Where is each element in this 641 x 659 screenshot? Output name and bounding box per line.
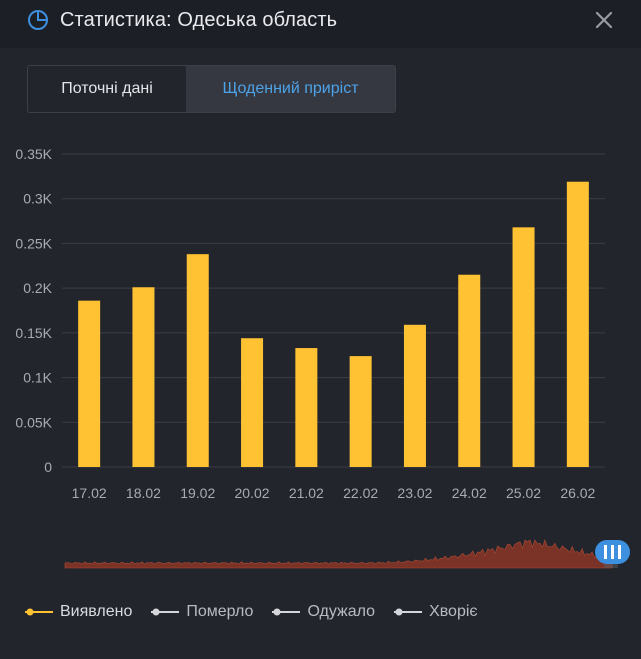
y-tick-label: 0.3K [23,191,52,207]
bar-24.02[interactable] [458,274,481,467]
panel-header: Статистика: Одеська область [0,0,641,48]
x-tick-label: 18.02 [126,485,161,501]
close-icon[interactable] [594,10,614,30]
bar-22.02[interactable] [349,356,372,467]
x-tick-label: 21.02 [289,485,324,501]
legend-line-marker-icon [394,608,423,616]
navigator-trend-area [64,539,613,569]
y-tick-label: 0.35K [15,146,52,162]
legend-line-marker-icon [151,608,180,616]
bar-26.02[interactable] [566,181,589,468]
x-tick-label: 19.02 [180,485,215,501]
x-tick-label: 22.02 [343,485,378,501]
range-navigator[interactable] [0,536,641,580]
legend-item-died[interactable]: Померло [150,603,253,621]
y-tick-label: 0.05K [15,414,52,430]
x-tick-label: 20.02 [235,485,270,501]
y-tick-label: 0.25K [15,235,52,251]
y-tick-label: 0 [44,459,52,475]
pie-chart-icon [28,10,48,30]
bar-23.02[interactable] [403,324,426,467]
legend-item-recovered[interactable]: Одужало [271,603,375,621]
tab-daily-growth[interactable]: Щоденний приріст [186,66,395,112]
x-tick-label: 24.02 [452,485,487,501]
navigator-handle[interactable] [595,540,630,564]
tab-current-data[interactable]: Поточні дані [28,66,186,112]
x-tick-label: 23.02 [397,485,432,501]
daily-growth-bar-chart: 0 0.05K 0.1K 0.15K 0.2K 0.25K 0.3K 0.35K 17.02 18… [15,146,605,501]
legend-line-marker-icon [272,608,301,616]
bar-17.02[interactable] [78,300,101,467]
y-tick-label: 0.15K [15,325,52,341]
y-tick-label: 0.2K [23,280,52,296]
legend-line-marker-icon [25,608,53,616]
bar-19.02[interactable] [186,254,209,467]
y-tick-label: 0.1K [23,370,52,386]
x-tick-label: 26.02 [560,485,595,501]
mode-tabs: Поточні дані Щоденний приріст [27,65,396,113]
bar-18.02[interactable] [132,287,155,467]
x-tick-label: 17.02 [72,485,107,501]
bar-25.02[interactable] [512,227,535,467]
legend-item-sick[interactable]: Хворіє [393,603,478,621]
bar-20.02[interactable] [241,338,264,467]
panel-title: Статистика: Одеська область [60,9,338,31]
bar-21.02[interactable] [295,348,318,467]
chart-legend: Виявлено Померло Одужало Хворіє [24,603,496,621]
legend-item-detected[interactable]: Виявлено [24,603,132,621]
x-tick-label: 25.02 [506,485,541,501]
